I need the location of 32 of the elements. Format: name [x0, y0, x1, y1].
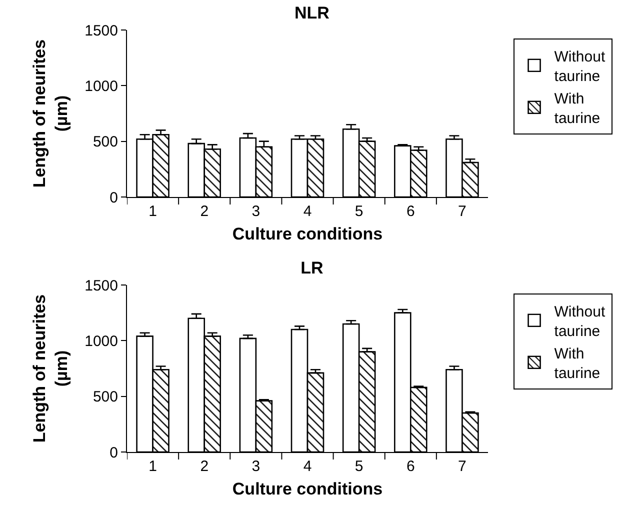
x-tick-label: 4: [303, 203, 312, 220]
y-tick-label: 1000: [84, 78, 118, 95]
x-tick-label: 5: [354, 458, 364, 475]
x-axis-title: Culture conditions: [232, 224, 383, 244]
y-tick-label: 1500: [84, 22, 118, 40]
x-tick-label: 2: [200, 458, 209, 475]
x-tick-label: 6: [406, 203, 415, 220]
x-tick-label: 2: [200, 203, 209, 220]
x-tick-label: 4: [303, 458, 312, 475]
x-tick-label: 3: [252, 458, 260, 475]
x-tick-label: 1: [148, 458, 157, 475]
text: With taurine: [554, 90, 600, 127]
x-axis-title: Culture conditions: [232, 479, 383, 498]
chart-title: LR: [300, 258, 324, 278]
y-axis-title: Length of neurites (µm): [30, 39, 72, 188]
x-tick-label: 5: [354, 203, 364, 220]
x-tick-label: 6: [406, 458, 415, 475]
y-tick-label: 500: [92, 388, 118, 406]
x-tick-label: 3: [252, 203, 260, 220]
legend-label: Without taurine: [554, 48, 606, 85]
y-tick-label: 0: [110, 444, 118, 462]
x-tick-label: 7: [458, 458, 466, 475]
x-tick-label: 1: [148, 203, 157, 220]
legend-label: Without taurine: [554, 303, 606, 340]
chart-title: NLR: [294, 3, 330, 22]
y-tick-label: 500: [92, 134, 118, 151]
y-tick-label: 1500: [84, 277, 118, 294]
y-tick-label: 1000: [84, 332, 118, 350]
y-axis-title: Length of neurites (µm): [30, 294, 72, 443]
y-tick-label: 0: [110, 189, 118, 206]
text: With taurine: [554, 345, 600, 382]
x-tick-label: 7: [458, 203, 466, 220]
